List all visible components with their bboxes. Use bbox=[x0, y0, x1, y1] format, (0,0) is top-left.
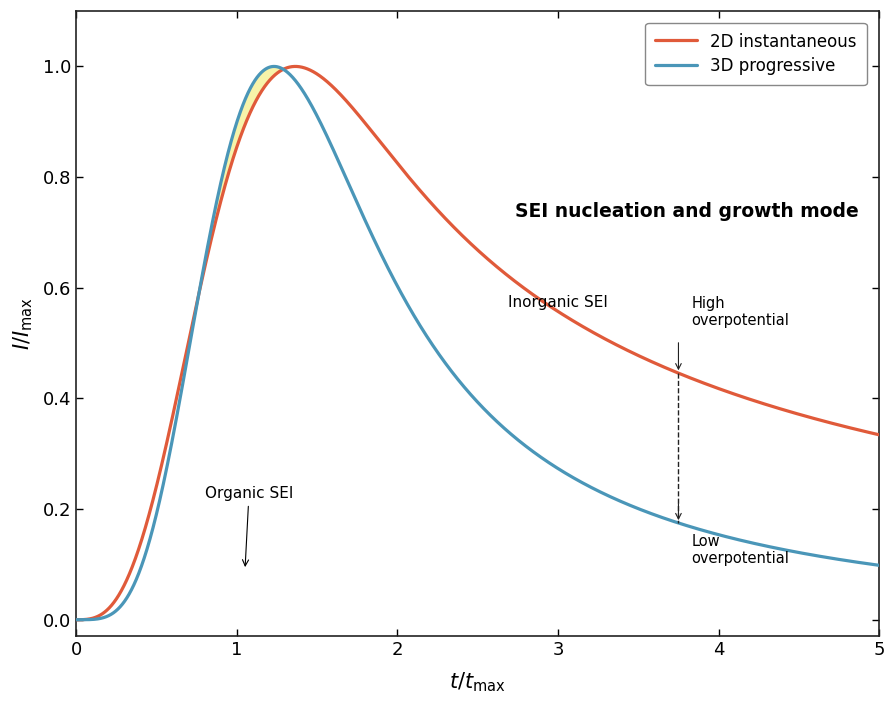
2D instantaneous bbox=[874, 431, 884, 439]
3D progressive bbox=[71, 615, 82, 624]
Line: 2D instantaneous: 2D instantaneous bbox=[76, 66, 879, 620]
Text: SEI nucleation and growth mode: SEI nucleation and growth mode bbox=[515, 202, 859, 221]
3D progressive bbox=[459, 383, 470, 391]
2D instantaneous bbox=[815, 416, 826, 424]
3D progressive bbox=[822, 553, 832, 562]
3D progressive bbox=[815, 552, 826, 560]
Legend: 2D instantaneous, 3D progressive: 2D instantaneous, 3D progressive bbox=[645, 23, 866, 85]
Text: High
overpotential: High overpotential bbox=[692, 295, 789, 328]
Line: 3D progressive: 3D progressive bbox=[76, 66, 879, 620]
2D instantaneous bbox=[795, 410, 806, 419]
2D instantaneous bbox=[626, 348, 637, 357]
3D progressive bbox=[874, 561, 884, 570]
2D instantaneous bbox=[290, 62, 301, 70]
X-axis label: $t/t_\mathrm{max}$: $t/t_\mathrm{max}$ bbox=[450, 670, 506, 694]
2D instantaneous bbox=[71, 615, 82, 624]
3D progressive bbox=[795, 548, 806, 557]
Text: Low
overpotential: Low overpotential bbox=[692, 534, 789, 566]
Y-axis label: $I/I_\mathrm{max}$: $I/I_\mathrm{max}$ bbox=[11, 298, 35, 350]
2D instantaneous bbox=[822, 417, 832, 426]
Text: Organic SEI: Organic SEI bbox=[205, 486, 293, 566]
3D progressive bbox=[626, 502, 637, 510]
Text: Inorganic SEI: Inorganic SEI bbox=[508, 295, 608, 310]
2D instantaneous bbox=[459, 233, 470, 242]
2D instantaneous bbox=[228, 153, 239, 161]
3D progressive bbox=[269, 62, 280, 70]
3D progressive bbox=[228, 129, 239, 137]
